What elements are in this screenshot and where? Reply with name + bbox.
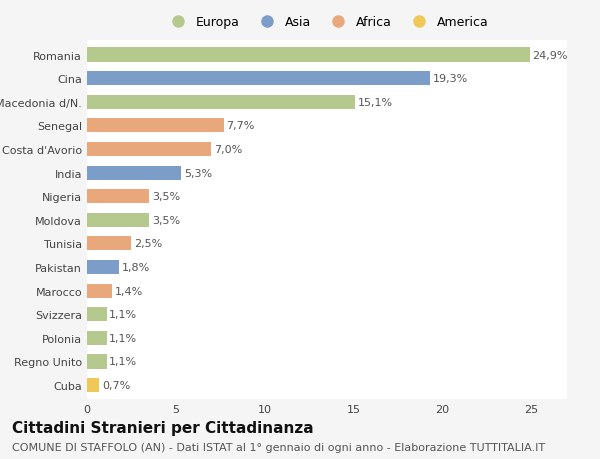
Text: 1,1%: 1,1% <box>109 357 137 367</box>
Text: 2,5%: 2,5% <box>134 239 163 249</box>
Bar <box>87 213 149 227</box>
Text: Cittadini Stranieri per Cittadinanza: Cittadini Stranieri per Cittadinanza <box>12 420 314 435</box>
Bar <box>87 143 211 157</box>
Bar <box>87 95 355 110</box>
Bar <box>87 284 112 298</box>
Text: 1,4%: 1,4% <box>115 286 143 296</box>
Bar <box>87 237 131 251</box>
Bar <box>87 166 181 180</box>
Text: 7,0%: 7,0% <box>214 145 242 155</box>
Text: 3,5%: 3,5% <box>152 192 180 202</box>
Bar <box>87 72 430 86</box>
Text: 7,7%: 7,7% <box>227 121 255 131</box>
Bar <box>87 260 119 274</box>
Bar <box>87 378 100 392</box>
Text: 0,7%: 0,7% <box>102 380 130 390</box>
Text: 15,1%: 15,1% <box>358 98 393 107</box>
Bar <box>87 354 107 369</box>
Text: 5,3%: 5,3% <box>184 168 212 178</box>
Text: 19,3%: 19,3% <box>433 74 468 84</box>
Text: COMUNE DI STAFFOLO (AN) - Dati ISTAT al 1° gennaio di ogni anno - Elaborazione T: COMUNE DI STAFFOLO (AN) - Dati ISTAT al … <box>12 442 545 452</box>
Text: 1,1%: 1,1% <box>109 333 137 343</box>
Bar <box>87 48 530 62</box>
Text: 24,9%: 24,9% <box>532 50 568 61</box>
Bar <box>87 190 149 204</box>
Text: 1,1%: 1,1% <box>109 309 137 319</box>
Text: 1,8%: 1,8% <box>122 263 150 273</box>
Bar <box>87 119 224 133</box>
Bar <box>87 308 107 322</box>
Legend: Europa, Asia, Africa, America: Europa, Asia, Africa, America <box>163 13 491 32</box>
Bar <box>87 331 107 345</box>
Text: 3,5%: 3,5% <box>152 215 180 225</box>
